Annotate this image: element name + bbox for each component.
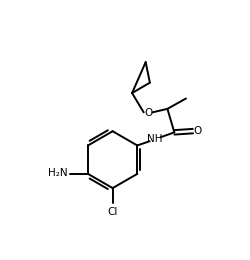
Text: NH: NH: [147, 134, 163, 144]
Text: Cl: Cl: [108, 207, 118, 217]
Text: O: O: [193, 126, 202, 136]
Text: H₂N: H₂N: [48, 168, 68, 178]
Text: O: O: [144, 108, 152, 118]
